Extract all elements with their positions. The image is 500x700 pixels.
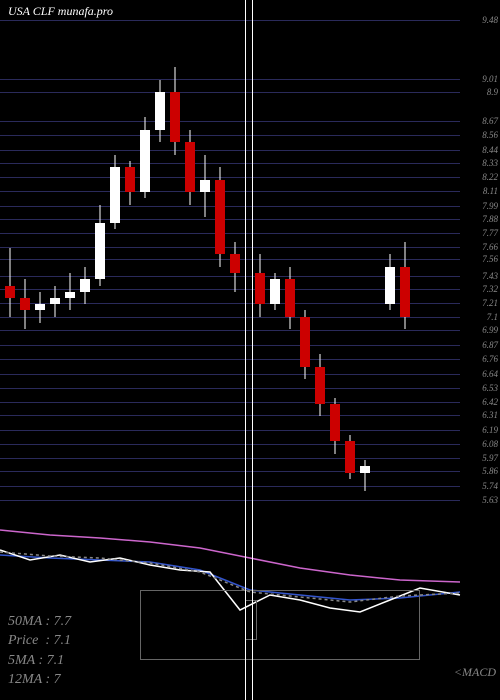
y-tick-label: 7.21 <box>462 299 498 308</box>
macd-label: <MACD <box>454 665 496 680</box>
y-tick-label: 8.11 <box>462 187 498 196</box>
candle <box>230 20 240 500</box>
candle <box>125 20 135 500</box>
candle <box>65 20 75 500</box>
chart-container: USA CLF munafa.pro 9.48 9.01 8.9 8.67 8.56 8.… <box>0 0 500 700</box>
candle <box>360 20 370 500</box>
y-tick-label: 6.08 <box>462 440 498 449</box>
y-tick-label: 6.42 <box>462 398 498 407</box>
y-tick-label: 6.87 <box>462 341 498 350</box>
y-tick-label: 6.76 <box>462 355 498 364</box>
y-tick-label: 8.22 <box>462 173 498 182</box>
y-tick-label: 6.64 <box>462 370 498 379</box>
stat-price: Price : 7.1 <box>8 631 71 651</box>
candle <box>140 20 150 500</box>
crosshair-vertical <box>252 0 253 700</box>
y-tick-label: 7.66 <box>462 243 498 252</box>
y-tick-label: 8.56 <box>462 131 498 140</box>
stat-12ma: 12MA : 7 <box>8 670 71 690</box>
candle <box>5 20 15 500</box>
candle <box>200 20 210 500</box>
y-tick-label: 6.53 <box>462 384 498 393</box>
y-tick-label: 7.56 <box>462 255 498 264</box>
y-tick-label: 9.48 <box>462 16 498 25</box>
candle <box>170 20 180 500</box>
y-tick-label: 7.99 <box>462 202 498 211</box>
y-tick-label: 7.43 <box>462 272 498 281</box>
candle <box>315 20 325 500</box>
candle <box>155 20 165 500</box>
indicator-line-ma_pink <box>0 530 460 582</box>
y-tick-label: 6.99 <box>462 326 498 335</box>
candle <box>255 20 265 500</box>
candle <box>400 20 410 500</box>
macd-histogram-box <box>140 590 420 660</box>
y-tick-label: 7.32 <box>462 285 498 294</box>
chart-title: USA CLF munafa.pro <box>8 4 113 19</box>
crosshair-vertical <box>245 0 246 700</box>
y-axis-labels: 9.489.018.98.678.568.448.338.228.117.997… <box>462 20 498 500</box>
candle <box>330 20 340 500</box>
candle <box>215 20 225 500</box>
stat-5ma: 5MA : 7.1 <box>8 651 71 671</box>
y-tick-label: 5.63 <box>462 496 498 505</box>
stat-50ma: 50MA : 7.7 <box>8 612 71 632</box>
y-tick-label: 9.01 <box>462 75 498 84</box>
price-panel <box>0 20 460 500</box>
candle <box>185 20 195 500</box>
candle <box>20 20 30 500</box>
candle <box>285 20 295 500</box>
y-tick-label: 8.9 <box>462 88 498 97</box>
y-tick-label: 6.19 <box>462 426 498 435</box>
macd-bar <box>245 600 257 640</box>
candle <box>80 20 90 500</box>
y-tick-label: 8.67 <box>462 117 498 126</box>
candle <box>300 20 310 500</box>
y-tick-label: 8.44 <box>462 146 498 155</box>
candle <box>50 20 60 500</box>
candle <box>110 20 120 500</box>
y-tick-label: 5.97 <box>462 454 498 463</box>
y-tick-label: 7.88 <box>462 215 498 224</box>
y-tick-label: 7.1 <box>462 313 498 322</box>
y-tick-label: 6.31 <box>462 411 498 420</box>
candle <box>270 20 280 500</box>
y-tick-label: 5.74 <box>462 482 498 491</box>
candle <box>385 20 395 500</box>
y-tick-label: 5.86 <box>462 467 498 476</box>
y-tick-label: 8.33 <box>462 159 498 168</box>
stats-block: 50MA : 7.7 Price : 7.1 5MA : 7.1 12MA : … <box>8 612 71 690</box>
y-tick-label: 7.77 <box>462 229 498 238</box>
candle <box>95 20 105 500</box>
candle <box>345 20 355 500</box>
candle <box>35 20 45 500</box>
